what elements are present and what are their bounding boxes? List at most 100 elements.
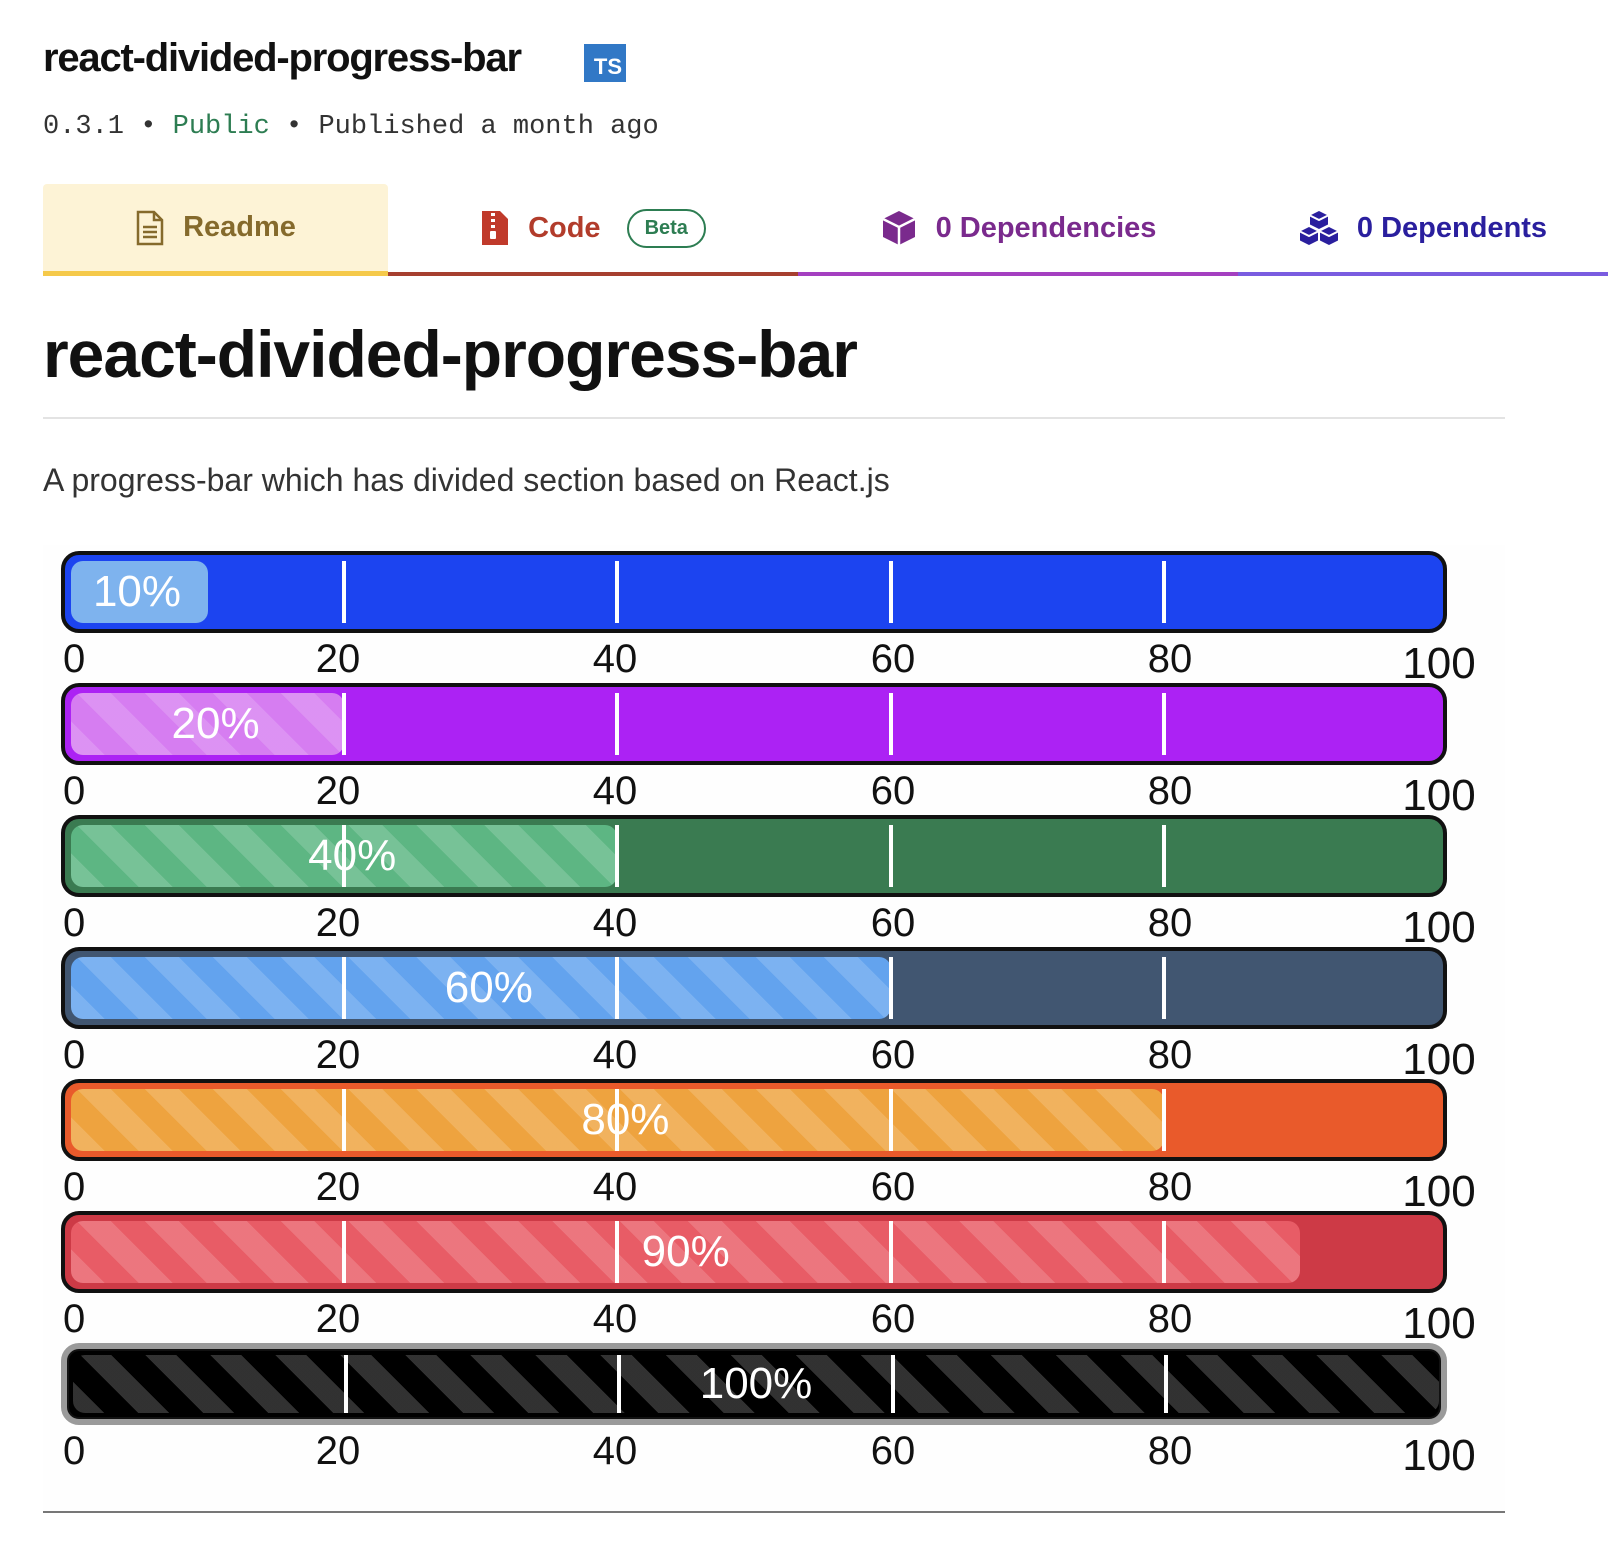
progress-bar-divider <box>1162 1221 1166 1283</box>
progress-bar-track: 20% <box>61 683 1447 765</box>
progress-bar-row: 80% 0 20 40 60 80 100 <box>61 1077 1476 1216</box>
progress-bar-divider <box>889 825 893 887</box>
tab-code-label: Code <box>528 211 601 244</box>
scale-tick-label: 0 <box>63 1297 86 1341</box>
beta-badge: Beta <box>626 208 706 248</box>
scale-tick-label: 0 <box>63 1429 86 1473</box>
progress-bar-track: 100% <box>61 1343 1447 1425</box>
progress-bar-row: 60% 0 20 40 60 80 100 <box>61 945 1476 1084</box>
tab-readme[interactable]: Readme <box>43 184 388 276</box>
progress-percent-label: 10% <box>92 567 182 616</box>
scale-tick-label: 20 <box>315 637 361 681</box>
tab-dependents[interactable]: 0 Dependents <box>1238 184 1608 276</box>
package-tabs: Readme Code Beta 0 Dependencies 0 Depend… <box>43 184 1608 276</box>
document-icon <box>135 210 165 246</box>
scale-tick-label: 100 <box>1402 903 1476 952</box>
scale-tick-label: 80 <box>1147 637 1193 681</box>
scale-tick-label: 0 <box>63 637 86 681</box>
scale-tick-label: 100 <box>1402 639 1476 688</box>
scale-tick-label: 0 <box>63 901 86 945</box>
progress-bar-row: 100% 0 20 40 60 80 100 <box>61 1341 1476 1480</box>
progress-bar-divider <box>342 1089 346 1151</box>
scale-tick-label: 40 <box>592 1033 638 1077</box>
scale-tick-label: 20 <box>315 1297 361 1341</box>
tab-dependencies-label: 0 Dependencies <box>935 211 1157 244</box>
progress-bar-row: 40% 0 20 40 60 80 100 <box>61 813 1476 952</box>
scale-tick-label: 60 <box>870 637 916 681</box>
heading-divider <box>43 417 1505 419</box>
progress-bar-divider <box>889 1089 893 1151</box>
scale-tick-label: 60 <box>870 1165 916 1209</box>
progress-bar-divider <box>889 561 893 623</box>
progress-percent-label: 60% <box>444 963 533 1012</box>
progress-bar-divider <box>889 957 893 1019</box>
scale-tick-label: 100 <box>1402 1431 1476 1480</box>
progress-bar-divider <box>1162 1089 1166 1151</box>
scale-tick-label: 80 <box>1147 1033 1193 1077</box>
progress-percent-label: 80% <box>581 1095 670 1144</box>
scale-tick-label: 60 <box>870 1429 916 1473</box>
progress-percent-label: 20% <box>171 699 260 748</box>
scale-tick-label: 80 <box>1147 1429 1193 1473</box>
scale-tick-label: 20 <box>315 1429 361 1473</box>
progress-bar-divider <box>615 1221 619 1283</box>
progress-bar-divider <box>615 693 619 755</box>
scale-tick-label: 60 <box>870 901 916 945</box>
progress-bar-divider <box>615 825 619 887</box>
progress-bar-divider <box>889 693 893 755</box>
scale-tick-label: 80 <box>1147 1165 1193 1209</box>
tab-readme-label: Readme <box>183 211 296 243</box>
scale-tick-label: 100 <box>1402 1167 1476 1216</box>
progress-percent-label: 90% <box>641 1227 730 1276</box>
scale-tick-label: 60 <box>870 1033 916 1077</box>
published-date: Published a month ago <box>318 112 659 142</box>
scale-tick-label: 40 <box>592 1165 638 1209</box>
tab-dependencies[interactable]: 0 Dependencies <box>798 184 1238 276</box>
progress-bar-divider <box>889 1221 893 1283</box>
typescript-badge-icon: TS <box>584 44 626 82</box>
progress-bar-track: 10% <box>61 551 1447 633</box>
progress-bar-divider <box>615 957 619 1019</box>
progress-bar-divider <box>617 1355 621 1413</box>
scale-tick-label: 0 <box>63 769 86 813</box>
scale-tick-label: 100 <box>1402 1035 1476 1084</box>
progress-bar-divider <box>615 561 619 623</box>
progress-bar-divider <box>342 561 346 623</box>
progress-bar-divider <box>1162 693 1166 755</box>
progress-bar-divider <box>1162 561 1166 623</box>
package-title: react-divided-progress-bar <box>43 36 522 80</box>
progress-bar-divider <box>1162 957 1166 1019</box>
scale-tick-label: 60 <box>870 1297 916 1341</box>
progress-bar-fill <box>71 957 891 1019</box>
progress-bar-row: 10% 0 20 40 60 80 100 <box>61 549 1476 688</box>
progress-bar-row: 20% 0 20 40 60 80 100 <box>61 681 1476 820</box>
progress-bar-divider <box>342 1221 346 1283</box>
tab-dependents-label: 0 Dependents <box>1356 211 1548 244</box>
scale-tick-label: 60 <box>870 769 916 813</box>
scale-tick-label: 40 <box>592 901 638 945</box>
scale-tick-label: 80 <box>1147 1297 1193 1341</box>
progress-bar-divider <box>344 1355 348 1413</box>
progress-bar-divider <box>1162 825 1166 887</box>
progress-bar-track: 60% <box>61 947 1447 1029</box>
progress-bar-divider <box>615 1089 619 1151</box>
progress-bar-divider <box>342 957 346 1019</box>
scale-tick-label: 40 <box>592 637 638 681</box>
scale-tick-label: 20 <box>315 769 361 813</box>
tab-code[interactable]: Code Beta <box>388 184 798 276</box>
meta-separator: • <box>140 112 157 142</box>
zip-file-icon <box>480 209 510 247</box>
scale-tick-label: 80 <box>1147 769 1193 813</box>
readme-description: A progress-bar which has divided section… <box>43 462 890 498</box>
progress-bar-fill <box>71 561 208 623</box>
scale-tick-label: 40 <box>592 769 638 813</box>
scale-tick-label: 100 <box>1402 771 1476 820</box>
scale-tick-label: 0 <box>63 1033 86 1077</box>
scale-tick-label: 100 <box>1402 1299 1476 1348</box>
readme-heading: react-divided-progress-bar <box>43 317 858 391</box>
scale-tick-label: 20 <box>315 1033 361 1077</box>
progress-bar-fill <box>71 1221 1300 1283</box>
progress-bar-track: 40% <box>61 815 1447 897</box>
scale-tick-label: 40 <box>592 1429 638 1473</box>
progress-bar-track: 80% <box>61 1079 1447 1161</box>
